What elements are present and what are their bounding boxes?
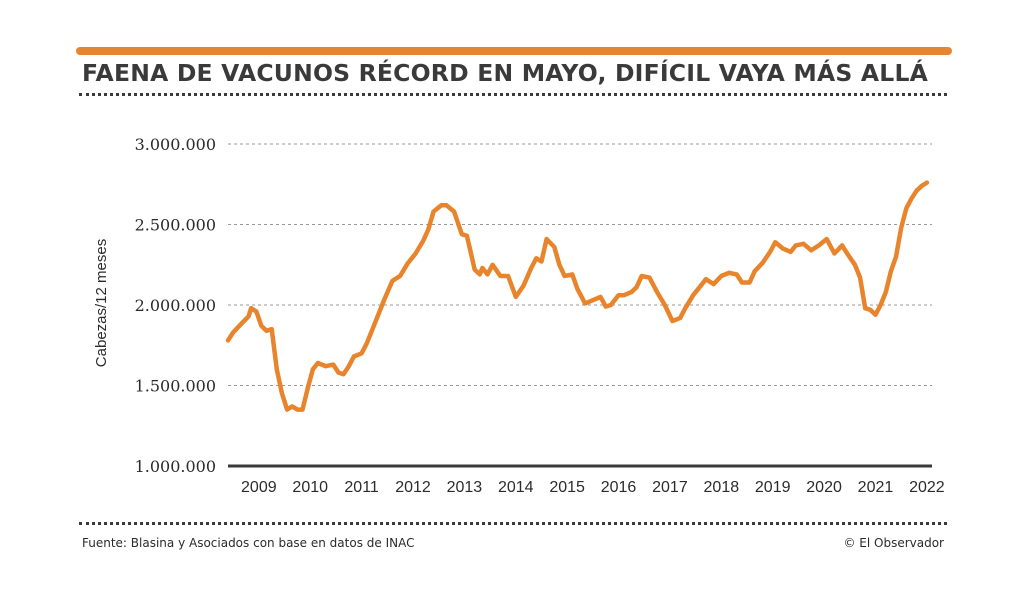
x-tick-label: 2013 xyxy=(447,479,483,496)
x-tick-label: 2017 xyxy=(652,479,688,496)
x-tick-label: 2010 xyxy=(292,479,328,496)
x-tick-label: 2009 xyxy=(241,479,277,496)
x-tick-label: 2011 xyxy=(344,479,379,496)
x-tick-label: 2018 xyxy=(704,479,740,496)
y-tick-label: 1.500.000 xyxy=(135,377,216,396)
x-tick-label: 2012 xyxy=(395,479,431,496)
bottom-dotted-divider xyxy=(79,522,947,525)
y-axis-tick-labels: 1.000.000 1.500.000 2.000.000 2.500.000 3.00… xyxy=(135,135,216,476)
x-tick-label: 2016 xyxy=(601,479,637,496)
top-dotted-divider xyxy=(79,93,947,96)
accent-bar xyxy=(76,47,952,55)
x-tick-label: 2014 xyxy=(498,479,534,496)
chart-title: FAENA DE VACUNOS RÉCORD EN MAYO, DIFÍCIL… xyxy=(82,59,929,87)
gridlines xyxy=(228,143,932,468)
series-line xyxy=(225,180,930,412)
x-tick-label: 2020 xyxy=(806,479,842,496)
x-axis-tick-labels: 2009 2010 2011 2012 2013 2014 2015 2016 2017 2018… xyxy=(241,479,945,496)
x-tick-label: 2022 xyxy=(909,479,945,496)
x-tick-label: 2019 xyxy=(755,479,791,496)
y-axis-label: Cabezas/12 meses xyxy=(93,239,110,367)
y-tick-label: 2.500.000 xyxy=(135,216,216,235)
x-tick-label: 2021 xyxy=(858,479,894,496)
y-tick-label: 2.000.000 xyxy=(135,296,216,315)
x-tick-label: 2015 xyxy=(549,479,585,496)
y-tick-label: 3.000.000 xyxy=(135,135,216,154)
y-tick-label: 1.000.000 xyxy=(135,457,216,476)
source-note: Fuente: Blasina y Asociados con base en … xyxy=(82,536,415,550)
credit-note: © El Observador xyxy=(843,536,944,550)
